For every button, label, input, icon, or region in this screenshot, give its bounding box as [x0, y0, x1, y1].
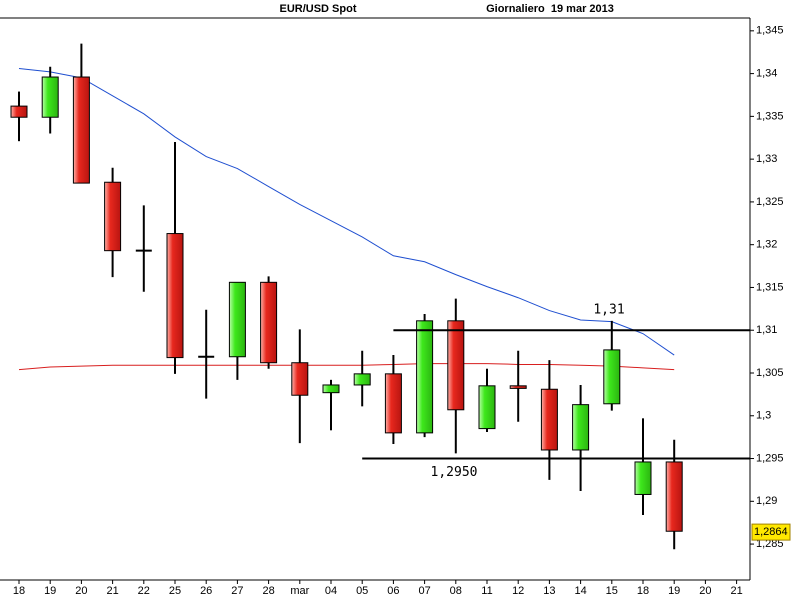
y-tick-label: 1,33 [756, 153, 777, 165]
y-tick-label: 1,285 [756, 538, 784, 550]
x-tick-label: 12 [512, 585, 524, 597]
moving-average [18, 363, 675, 371]
candle-up [228, 281, 246, 358]
candle-down [10, 105, 28, 118]
x-tick-label: 20 [75, 585, 87, 597]
candle-up [322, 384, 340, 394]
candle-up [634, 461, 652, 495]
candle-up [603, 349, 621, 405]
x-tick-label: 21 [730, 585, 742, 597]
candle-down [104, 181, 122, 252]
x-tick-label: 26 [200, 585, 212, 597]
candle-down [509, 385, 527, 389]
x-tick-label: 25 [169, 585, 181, 597]
candle-down [166, 233, 184, 359]
y-tick-label: 1,335 [756, 110, 784, 122]
candle-up [353, 373, 371, 386]
candle-up [572, 404, 590, 451]
y-tick-label: 1,29 [756, 495, 777, 507]
x-tick-label: 11 [481, 585, 492, 597]
candle-down [447, 320, 465, 411]
y-tick-label: 1,325 [756, 196, 784, 208]
chart-title: EUR/USD Spot [280, 3, 357, 15]
y-tick-label: 1,3 [756, 410, 771, 422]
y-tick-label: 1,31 [756, 324, 777, 336]
price-tag [751, 523, 791, 541]
level-label: 1,31 [593, 303, 624, 318]
y-tick-label: 1,345 [756, 25, 784, 37]
candle-down [384, 373, 402, 434]
x-tick-label: 18 [13, 585, 25, 597]
moving-average [18, 67, 675, 356]
y-tick-label: 1,305 [756, 367, 784, 379]
x-tick-label: 13 [543, 585, 555, 597]
x-tick-label: 07 [418, 585, 430, 597]
candle-down [665, 461, 683, 532]
y-tick-label: 1,295 [756, 452, 784, 464]
x-tick-label: 14 [574, 585, 586, 597]
x-tick-label: mar [290, 585, 309, 597]
x-tick-label: 19 [44, 585, 56, 597]
x-tick-label: 18 [637, 585, 649, 597]
candle-up [416, 320, 434, 434]
x-tick-label: 28 [262, 585, 274, 597]
candle-down [291, 362, 309, 396]
level-label: 1,2950 [431, 465, 478, 480]
x-tick-label: 20 [699, 585, 711, 597]
x-tick-label: 08 [450, 585, 462, 597]
y-tick-label: 1,34 [756, 68, 777, 80]
x-tick-label: 15 [606, 585, 618, 597]
x-tick-label: 06 [387, 585, 399, 597]
candle-up [478, 385, 496, 430]
candle-up [41, 76, 59, 118]
y-tick-label: 1,315 [756, 281, 784, 293]
candle-down [260, 281, 278, 364]
x-tick-label: 19 [668, 585, 680, 597]
chart-subtitle: Giornaliero 19 mar 2013 [486, 3, 614, 15]
y-tick-label: 1,32 [756, 239, 777, 251]
x-tick-label: 04 [325, 585, 337, 597]
x-tick-label: 22 [138, 585, 150, 597]
candle-down [540, 388, 558, 451]
x-tick-label: 05 [356, 585, 368, 597]
candle-down [72, 76, 90, 184]
price-tag-label: 1,2864 [754, 526, 788, 538]
x-tick-label: 27 [231, 585, 243, 597]
x-tick-label: 21 [106, 585, 118, 597]
